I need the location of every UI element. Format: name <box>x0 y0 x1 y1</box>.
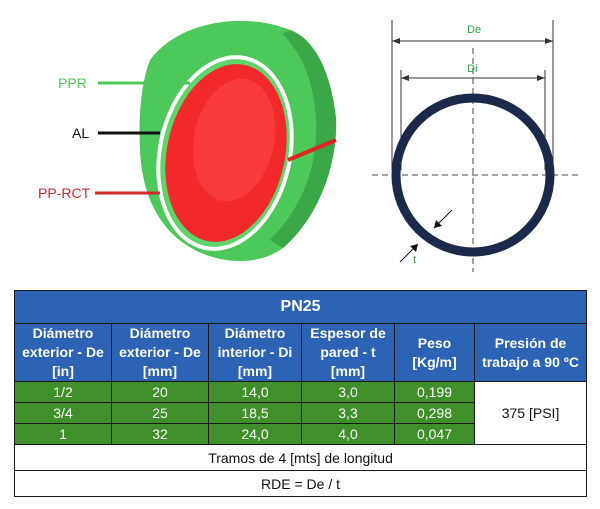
cell-de-in: 3/4 <box>14 402 112 424</box>
footer-length-note: Tramos de 4 [mts] de longitud <box>13 444 588 471</box>
cell-pressure: 375 [PSI] <box>473 381 588 445</box>
label-t: t <box>413 254 416 266</box>
cell-weight: 0,298 <box>394 402 475 424</box>
pipe-ring <box>391 93 555 257</box>
footer-rde-formula: RDE = De / t <box>13 470 588 497</box>
header-weight: Peso [Kg/m] <box>394 323 475 382</box>
cell-di-mm: 18,5 <box>208 402 302 424</box>
cell-weight: 0,047 <box>394 423 475 445</box>
cell-de-mm: 25 <box>111 402 209 424</box>
cell-de-in: 1 <box>14 423 112 445</box>
pipe-dimension-diagram: De Di t <box>372 20 578 272</box>
table-row: 1/2 20 14,0 3,0 0,199 375 [PSI] <box>14 381 588 445</box>
pipe-cross-section-illustration: PPR AL PP-RCT <box>38 20 337 262</box>
cell-thickness: 3,0 <box>301 381 395 403</box>
label-de: De <box>467 24 481 36</box>
header-wall-thickness: Espesor de pared - t [mm] <box>301 323 395 382</box>
header-working-pressure: Presión de trabajo a 90 ºC <box>473 323 588 382</box>
table-title: PN25 <box>13 290 588 324</box>
label-di: Di <box>467 63 477 75</box>
header-de-in: Diámetro exterior - De [in] <box>14 323 112 382</box>
cell-de-in: 1/2 <box>14 381 112 403</box>
cell-di-mm: 24,0 <box>208 423 302 445</box>
label-ppr: PPR <box>58 75 87 91</box>
table-row: 3/4 25 18,5 3,3 0,298 <box>14 402 587 424</box>
cell-weight: 0,199 <box>394 381 475 403</box>
cell-de-mm: 20 <box>111 381 209 403</box>
label-al: AL <box>72 125 89 141</box>
label-pp-rct: PP-RCT <box>38 185 91 201</box>
cell-de-mm: 32 <box>111 423 209 445</box>
cell-di-mm: 14,0 <box>208 381 302 403</box>
cell-thickness: 4,0 <box>301 423 395 445</box>
header-de-mm: Diámetro exterior - De [mm] <box>111 323 209 382</box>
table-header-row: Diámetro exterior - De [in] Diámetro ext… <box>14 323 588 382</box>
cell-thickness: 3,3 <box>301 402 395 424</box>
header-di-mm: Diámetro interior - Di [mm] <box>208 323 302 382</box>
pn25-spec-table: PN25 Diámetro exterior - De [in] Diámetr… <box>13 290 588 497</box>
